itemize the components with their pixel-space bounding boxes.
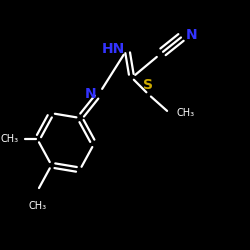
Text: HN: HN [102,42,125,56]
Text: CH₃: CH₃ [177,108,195,118]
Text: N: N [186,28,198,42]
Text: S: S [143,78,153,92]
Text: N: N [85,87,96,101]
Text: CH₃: CH₃ [0,134,18,144]
Text: CH₃: CH₃ [28,201,46,211]
